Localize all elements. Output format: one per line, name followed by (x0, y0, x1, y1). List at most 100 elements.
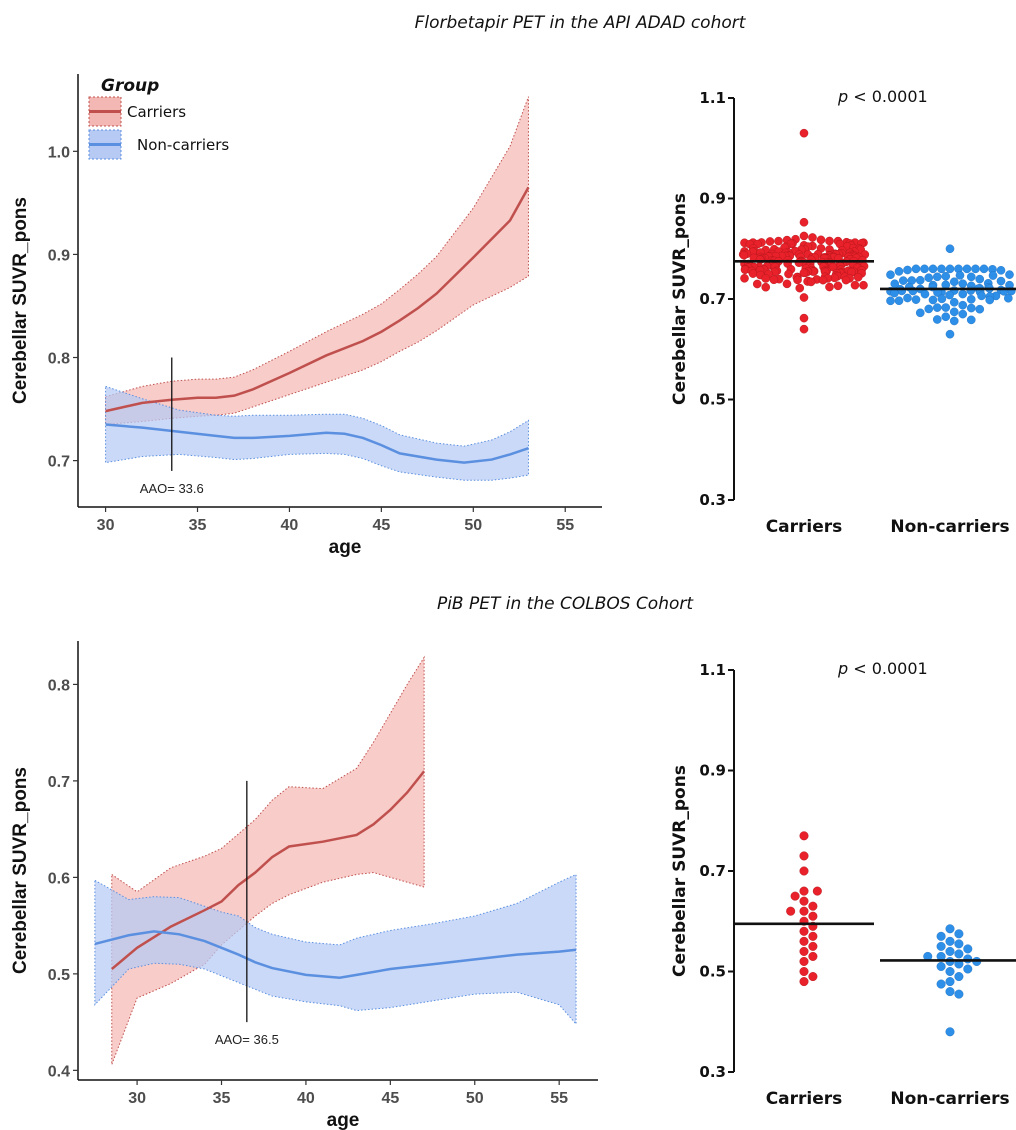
y-tick-label: 0.8 (48, 351, 70, 368)
data-point-noncarriers (903, 266, 911, 274)
data-point-noncarriers (1004, 294, 1012, 302)
data-point-noncarriers (895, 297, 903, 305)
data-point-noncarriers (933, 273, 941, 281)
legend-label-carriers: Carriers (127, 103, 186, 121)
data-point-carriers (762, 283, 770, 291)
y-tick-label: 0.5 (48, 967, 70, 984)
x-tick-label: 30 (97, 517, 115, 534)
data-point-noncarriers (963, 265, 971, 273)
data-point-noncarriers (916, 309, 924, 317)
y-tick-label: 0.6 (48, 870, 70, 887)
data-point-carriers (809, 902, 818, 911)
data-point-noncarriers (959, 301, 967, 309)
y-tick-label: 1.1 (699, 89, 726, 107)
data-point-carriers (819, 276, 827, 284)
data-point-carriers (813, 887, 822, 896)
data-point-carriers (809, 932, 818, 941)
data-point-carriers (800, 887, 809, 896)
data-point-noncarriers (955, 930, 964, 939)
data-point-noncarriers (971, 265, 979, 273)
category-label: Carriers (766, 517, 843, 537)
data-point-noncarriers (903, 294, 911, 302)
x-tick-label: 45 (372, 517, 390, 534)
x-tick-label: 30 (128, 1090, 146, 1107)
data-point-carriers (800, 314, 808, 322)
data-point-carriers (807, 278, 815, 286)
data-point-carriers (766, 237, 774, 245)
data-point-noncarriers (929, 296, 937, 304)
data-point-noncarriers (942, 272, 950, 280)
data-point-carriers (800, 852, 809, 861)
data-point-carriers (800, 957, 809, 966)
y-tick-label: 0.9 (48, 247, 70, 264)
data-point-carriers (800, 293, 808, 301)
data-point-noncarriers (920, 265, 928, 273)
data-point-noncarriers (956, 271, 964, 279)
data-point-carriers (762, 274, 770, 282)
data-point-noncarriers (946, 967, 955, 976)
data-point-noncarriers (937, 980, 946, 989)
data-point-noncarriers (955, 950, 964, 959)
data-point-noncarriers (959, 290, 967, 298)
y-tick-label: 0.7 (48, 774, 70, 791)
data-point-carriers (834, 282, 842, 290)
y-axis-label: Cerebellar SUVR_pons (10, 767, 31, 974)
aao-label: AAO= 36.5 (215, 1032, 279, 1047)
colbos-dot-plot: Carriers Non-carriers0.30.50.70.91.1Cereb… (670, 659, 1016, 1109)
y-tick-label: 1.0 (48, 144, 70, 161)
data-point-carriers (791, 892, 800, 901)
x-tick-label: 50 (464, 517, 482, 534)
data-point-noncarriers (976, 305, 984, 313)
data-point-noncarriers (925, 274, 933, 282)
x-tick-label: 55 (556, 517, 574, 534)
data-point-noncarriers (955, 940, 964, 949)
data-point-noncarriers (964, 955, 973, 964)
data-point-carriers (809, 972, 818, 981)
category-label: Non-carriers (890, 517, 1009, 537)
category-label: Carriers (766, 1089, 843, 1109)
data-point-noncarriers (945, 291, 953, 299)
data-point-carriers (795, 259, 803, 267)
y-axis-label: Cerebellar SUVR_pons (10, 197, 31, 404)
data-point-noncarriers (912, 296, 920, 304)
data-point-noncarriers (946, 977, 955, 986)
y-tick-label: 0.3 (699, 1063, 726, 1081)
data-point-noncarriers (950, 308, 958, 316)
data-point-noncarriers (937, 265, 945, 273)
data-point-carriers (770, 276, 778, 284)
data-point-noncarriers (886, 271, 894, 279)
data-point-noncarriers (976, 275, 984, 283)
data-point-noncarriers (955, 990, 964, 999)
data-point-noncarriers (946, 265, 954, 273)
data-point-carriers (800, 832, 809, 841)
data-point-noncarriers (895, 267, 903, 275)
section-title-api: Florbetapir PET in the API ADAD cohort (415, 13, 747, 33)
data-point-noncarriers (946, 937, 955, 946)
y-tick-label: 0.3 (699, 491, 726, 509)
x-axis-label: age (329, 537, 362, 558)
data-point-noncarriers (964, 945, 973, 954)
data-point-carriers (774, 237, 782, 245)
api-dot-plot: Carriers Non-carriers 0.3 0.5 0.7 0.9 1.1 Cereb… (670, 87, 1016, 537)
data-point-noncarriers (921, 290, 929, 298)
y-tick-label: 1.1 (699, 661, 726, 679)
x-tick-label: 45 (381, 1090, 399, 1107)
y-tick-label: 0.4 (48, 1063, 70, 1080)
data-point-noncarriers (946, 1028, 955, 1037)
data-point-carriers (825, 237, 833, 245)
data-point-carriers (825, 283, 833, 291)
data-point-noncarriers (946, 245, 954, 253)
data-point-carriers (854, 273, 862, 281)
data-point-noncarriers (980, 265, 988, 273)
data-point-carriers (749, 269, 757, 277)
data-point-noncarriers (942, 313, 950, 321)
x-axis-label: age (327, 1110, 360, 1130)
data-point-carriers (859, 281, 867, 289)
data-point-noncarriers (967, 273, 975, 281)
data-point-noncarriers (937, 962, 946, 971)
y-tick-label: 0.9 (699, 762, 726, 780)
data-point-carriers (800, 325, 808, 333)
data-point-carriers (784, 270, 792, 278)
data-point-carriers (800, 218, 808, 226)
